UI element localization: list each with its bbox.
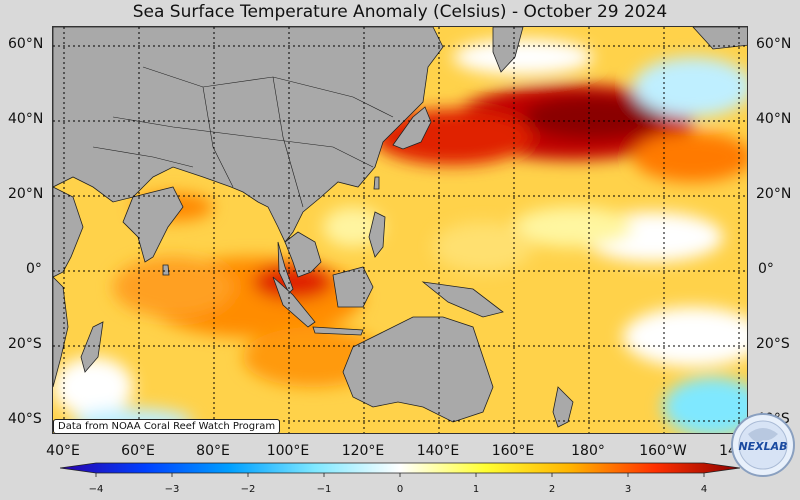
lat-label-60n-right: 60°N (756, 36, 792, 52)
lat-label-40s-left: 40°S (8, 411, 42, 427)
indochina-landmass (284, 231, 322, 278)
lon-label-80e: 80°E (196, 443, 230, 459)
lon-label-180: 180° (571, 443, 605, 459)
map-title: Sea Surface Temperature Anomaly (Celsius… (132, 2, 668, 22)
colorbar (60, 462, 740, 477)
sumatra-island (272, 276, 316, 328)
colorbar-gradient (60, 462, 740, 474)
japan-islands (392, 106, 432, 150)
colorbar-tick-neg4: −4 (88, 484, 104, 495)
sri-lanka-island (162, 264, 170, 276)
colorbar-tick-1: 1 (472, 484, 480, 495)
lon-label-140e: 140°E (416, 443, 460, 459)
lon-label-160e: 160°E (491, 443, 535, 459)
lat-label-40n-right: 40°N (756, 111, 792, 127)
lat-label-20s-right: 20°S (756, 336, 790, 352)
india-landmass (122, 186, 184, 263)
taiwan-island (373, 176, 380, 190)
map-canvas (53, 27, 747, 433)
colorbar-tick-neg2: −2 (240, 484, 256, 495)
sst-anomaly-map (52, 26, 748, 434)
land-masses (53, 27, 747, 428)
malay-peninsula (277, 241, 294, 294)
lat-label-60n-left: 60°N (8, 36, 44, 52)
lon-label-160w: 160°W (639, 443, 687, 459)
java-island (312, 326, 364, 336)
colorbar-tick-neg1: −1 (316, 484, 332, 495)
philippines-islands (368, 211, 386, 258)
north-america-landmass (692, 27, 747, 50)
lon-label-120e: 120°E (341, 443, 385, 459)
lat-label-0-left: 0° (26, 261, 42, 277)
new-zealand-island (552, 386, 574, 428)
lat-label-0-right: 0° (758, 261, 774, 277)
lat-label-20n-right: 20°N (756, 186, 792, 202)
graticule (53, 27, 747, 433)
borneo-island (332, 266, 374, 308)
nexlab-logo: NEXLAB (731, 413, 795, 477)
arabia-landmass (53, 186, 84, 278)
kamchatka-landmass (492, 27, 524, 73)
australia-landmass (342, 316, 494, 423)
lon-label-40e: 40°E (46, 443, 80, 459)
colorbar-tick-3: 3 (624, 484, 632, 495)
asia-landmass (53, 27, 444, 243)
colorbar-tick-neg3: −3 (164, 484, 180, 495)
lon-label-60e: 60°E (121, 443, 155, 459)
colorbar-tick-2: 2 (548, 484, 556, 495)
lat-label-20s-left: 20°S (8, 336, 42, 352)
new-guinea-island (421, 281, 504, 318)
colorbar-ticks (95, 473, 705, 477)
lat-label-20n-left: 20°N (8, 186, 44, 202)
data-credit-box: Data from NOAA Coral Reef Watch Program (53, 419, 281, 434)
lat-label-40n-left: 40°N (8, 111, 44, 127)
lon-label-100e: 100°E (266, 443, 310, 459)
madagascar-island (80, 321, 104, 373)
colorbar-tick-0: 0 (396, 484, 404, 495)
logo-text: NEXLAB (738, 440, 787, 453)
colorbar-tick-4: 4 (700, 484, 708, 495)
country-borders (92, 66, 394, 208)
